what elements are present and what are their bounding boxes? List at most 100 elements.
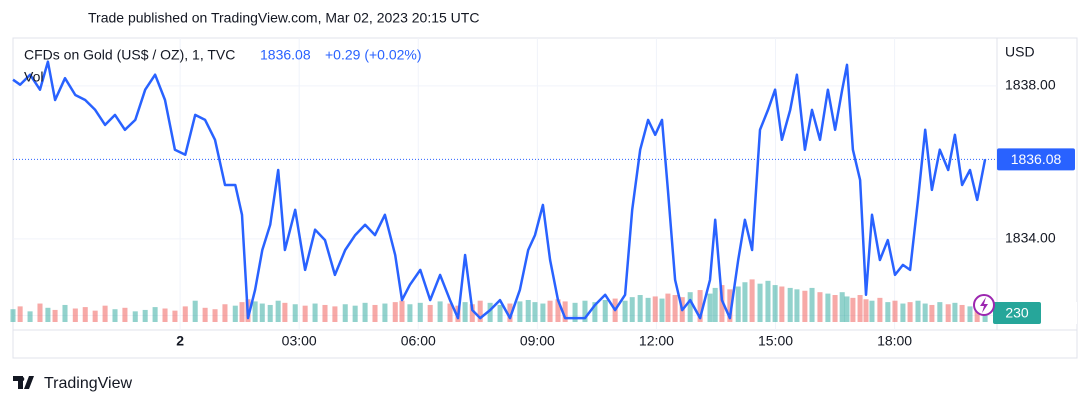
volume-bar [937, 302, 943, 322]
volume-bar [915, 300, 921, 322]
volume-bar [967, 306, 973, 322]
x-tick-label: 12:00 [639, 333, 674, 349]
volume-bar [825, 293, 831, 322]
volume-bar [645, 297, 651, 322]
volume-bar [602, 299, 608, 322]
volume-bar [342, 304, 348, 322]
volume-bar [10, 309, 16, 322]
volume-bar [52, 309, 58, 322]
volume-bar [322, 304, 328, 322]
volume-bar [922, 303, 928, 322]
volume-bar [757, 283, 763, 322]
alert-bolt [980, 297, 988, 313]
volume-bar [794, 289, 800, 322]
volume-bar [72, 308, 78, 322]
last-price-label: 1836.08 [1011, 151, 1062, 167]
volume-bar [839, 292, 845, 322]
volume-bars [10, 279, 988, 322]
volume-bar [362, 302, 368, 322]
volume-bar [62, 304, 68, 322]
volume-legend: Vol [24, 69, 43, 85]
volume-bar [844, 296, 850, 322]
volume-bar [259, 303, 265, 322]
volume-bar [182, 306, 188, 322]
volume-bar [45, 307, 51, 322]
volume-bar [652, 296, 658, 322]
volume-bar [817, 292, 823, 322]
volume-bar [712, 287, 718, 322]
volume-bar [239, 302, 245, 322]
volume-bar [417, 302, 423, 322]
volume-bar [850, 297, 856, 322]
axes: 203:0006:0009:0012:0015:0018:001832.0018… [176, 77, 1077, 349]
volume-badge [993, 302, 1041, 324]
volume-bar [592, 302, 598, 322]
plot [12, 60, 997, 320]
volume-bar [252, 301, 258, 322]
chart-title: Trade published on TradingView.com, Mar … [88, 10, 479, 26]
volume-bar [719, 285, 725, 322]
volume-bar [622, 300, 628, 322]
volume-bar [352, 305, 358, 322]
volume-bar [112, 309, 118, 322]
volume-bar [437, 301, 443, 322]
volume-bar [302, 305, 308, 322]
x-tick-label: 18:00 [877, 333, 912, 349]
volume-bar [735, 286, 741, 322]
legend-change: +0.29 (+0.02%) [325, 47, 422, 63]
volume-bar [102, 305, 108, 322]
volume-label: 230 [1005, 305, 1029, 321]
volume-bar [959, 304, 965, 322]
volume-bar [202, 307, 208, 322]
y-tick-label: 1838.00 [1005, 77, 1056, 93]
volume-bar [37, 303, 43, 322]
last-price-badge [997, 148, 1075, 171]
volume-bar [332, 306, 338, 322]
volume-bar [469, 304, 475, 322]
volume-bar [152, 307, 158, 322]
volume-bar [787, 287, 793, 322]
volume-bar [212, 309, 218, 322]
volume-bar [17, 306, 23, 322]
volume-bar [172, 310, 178, 322]
x-tick-label: 2 [176, 333, 184, 349]
volume-bar [869, 300, 875, 322]
volume-bar [497, 304, 503, 322]
volume-bar [382, 303, 388, 322]
volume-bar [162, 308, 168, 322]
volume-bar [192, 300, 198, 322]
x-tick-label: 15:00 [758, 333, 793, 349]
volume-bar [582, 300, 588, 322]
volume-bar [749, 279, 755, 322]
price-line [12, 60, 987, 320]
volume-bar [487, 302, 493, 322]
x-tick-label: 06:00 [401, 333, 436, 349]
volume-bar [952, 302, 958, 322]
volume-bar [540, 303, 546, 322]
volume-bar [222, 304, 228, 322]
x-tick-label: 09:00 [520, 333, 555, 349]
volume-bar [727, 289, 733, 322]
volume-bar [857, 295, 863, 322]
volume-bar [802, 290, 808, 322]
volume-bar [122, 307, 128, 322]
volume-bar [765, 280, 771, 322]
volume-bar [427, 304, 433, 322]
brand-name: TradingView [44, 375, 132, 392]
volume-bar [907, 302, 913, 322]
chart-frame [12, 37, 1078, 359]
volume-bar [687, 292, 693, 322]
volume-bar [672, 295, 678, 322]
volume-bar [885, 302, 891, 322]
legend-last-price: 1836.08 [260, 47, 311, 63]
volume-bar [659, 298, 665, 322]
volume-bar [132, 311, 138, 322]
volume-bar [877, 297, 883, 322]
volume-bar [779, 286, 785, 322]
volume-bar [27, 311, 33, 322]
volume-bar [863, 299, 869, 322]
volume-bar [742, 282, 748, 322]
volume-bar [772, 285, 778, 322]
